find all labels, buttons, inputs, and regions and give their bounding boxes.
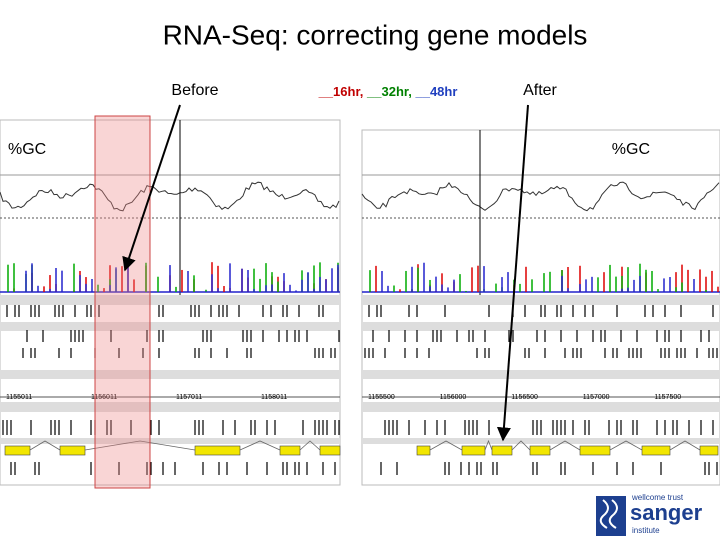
intron	[484, 439, 493, 451]
track-band	[362, 370, 720, 379]
exon	[529, 445, 551, 456]
after-label: After	[523, 82, 557, 99]
slide-title: RNA-Seq: correcting gene models	[163, 19, 588, 50]
gc-plot	[0, 181, 340, 212]
arrow	[496, 104, 529, 442]
gc-label: %GC	[612, 141, 650, 158]
ruler-label: 1157000	[583, 394, 610, 401]
exon	[699, 445, 719, 456]
exon	[491, 445, 513, 456]
track-band	[0, 295, 340, 305]
ruler-label: 1158011	[261, 394, 287, 401]
intron	[511, 440, 531, 451]
ruler-label: 1157011	[176, 394, 202, 401]
track-band	[362, 322, 720, 331]
intron	[429, 440, 463, 451]
track-band	[362, 295, 720, 305]
gc-plot	[361, 181, 720, 212]
track-band	[0, 402, 340, 412]
intron	[239, 440, 281, 451]
exon	[194, 445, 241, 456]
track-band	[0, 438, 340, 444]
intron	[549, 440, 581, 451]
intron	[669, 440, 701, 451]
intron	[84, 440, 196, 451]
exon	[461, 445, 486, 456]
timepoint: __32hr,	[366, 84, 412, 99]
highlight-box	[94, 115, 151, 489]
ruler-label: 1157500	[654, 394, 681, 401]
before-browser: 1155011 1156011 1157011 1158011	[0, 119, 341, 486]
logo-text: institute	[632, 526, 660, 535]
timepoint: __48hr	[414, 84, 457, 99]
ruler-label: 1156011	[91, 394, 117, 401]
exon	[279, 445, 301, 456]
exon	[4, 445, 31, 456]
track-band	[362, 438, 720, 444]
logo: wellcome trust sanger institute	[596, 493, 703, 536]
logo-text: wellcome trust	[631, 493, 684, 502]
arrow	[122, 104, 181, 272]
track-band	[0, 322, 340, 331]
timepoint: __16hr,	[318, 84, 364, 99]
ruler-label: 1156000	[440, 394, 467, 401]
exon	[59, 445, 86, 456]
intron	[609, 440, 643, 451]
timepoints-label: __16hr, __32hr, __48hr	[318, 84, 458, 99]
logo-text: sanger	[630, 500, 703, 525]
intron	[299, 440, 321, 451]
ruler-label: 1156500	[511, 394, 538, 401]
track-band	[0, 370, 340, 379]
ruler-label: 1155011	[6, 394, 32, 401]
exon	[579, 445, 611, 456]
exon	[319, 445, 341, 456]
exon	[641, 445, 671, 456]
after-browser: 1155500 1156000 1156500 1157000 1157500	[361, 129, 720, 486]
gc-label: %GC	[8, 141, 46, 158]
before-label: Before	[171, 82, 218, 99]
intron	[29, 440, 61, 451]
ruler-label: 1155500	[368, 394, 395, 401]
exon	[416, 445, 431, 456]
track-band	[362, 402, 720, 412]
